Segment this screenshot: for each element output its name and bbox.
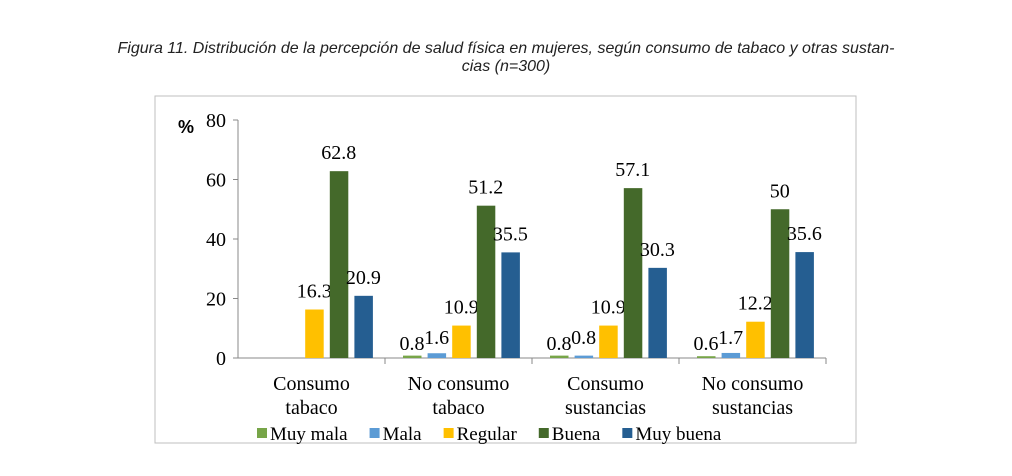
legend-swatch <box>369 428 380 438</box>
data-label: 0.8 <box>571 327 596 349</box>
data-label: 10.9 <box>444 297 479 319</box>
legend-swatch <box>538 428 549 438</box>
x-tick-label: tabaco <box>285 397 337 419</box>
x-tick-label: No consumo <box>702 373 804 395</box>
data-label: 1.6 <box>424 327 449 349</box>
data-label: 51.2 <box>468 177 503 199</box>
data-label: 20.9 <box>346 267 381 289</box>
data-label: 16.3 <box>297 281 332 303</box>
y-tick-label: 0 <box>216 348 226 370</box>
bar-regular <box>746 321 765 358</box>
data-label: 62.8 <box>321 142 356 164</box>
legend-label: Regular <box>457 424 518 445</box>
bar-buena <box>770 209 790 358</box>
bar-muy-mala <box>403 355 422 358</box>
y-tick-label: 80 <box>206 110 226 132</box>
legend-swatch <box>257 428 267 438</box>
data-label: 1.7 <box>718 327 743 349</box>
legend-swatch <box>443 428 454 438</box>
x-tick-label: Consumo <box>273 373 350 395</box>
data-label: 50 <box>770 180 790 202</box>
bar-muy-buena <box>354 295 373 358</box>
y-tick-label: 20 <box>206 289 226 311</box>
bar-mala <box>574 355 594 358</box>
x-tick-label: Consumo <box>567 373 644 395</box>
data-label: 10.9 <box>591 297 626 319</box>
x-tick-label: No consumo <box>408 373 510 395</box>
y-tick-label: 40 <box>206 229 226 251</box>
data-label: 30.3 <box>640 239 675 261</box>
x-tick-label: tabaco <box>432 397 484 419</box>
data-label: 57.1 <box>615 159 650 181</box>
bar-regular <box>452 325 471 358</box>
data-label: 35.5 <box>493 223 528 245</box>
legend-label: Muy mala <box>270 424 348 445</box>
legend-label: Mala <box>383 424 423 445</box>
bar-muy-buena <box>501 252 520 358</box>
bar-buena <box>476 205 496 358</box>
bar-regular <box>305 309 324 358</box>
legend-swatch <box>622 428 633 438</box>
bar-muy-mala <box>550 355 569 358</box>
chart-frame <box>154 95 857 444</box>
bar-muy-mala <box>697 356 716 358</box>
data-label: 12.2 <box>738 293 773 315</box>
bar-mala <box>721 352 741 358</box>
legend-label: Buena <box>552 424 601 445</box>
data-label: 35.6 <box>787 223 822 245</box>
bar-muy-buena <box>795 252 814 358</box>
data-label: 0.8 <box>547 333 572 355</box>
legend-label: Muy buena <box>635 424 722 445</box>
chart-title: Figura 11. Distribución de la percepción… <box>117 40 895 75</box>
x-tick-label: sustancias <box>565 397 646 419</box>
bar-mala <box>427 353 447 358</box>
y-tick-label: 60 <box>206 170 226 192</box>
data-label: 0.6 <box>694 333 719 355</box>
bar-buena <box>329 171 349 358</box>
data-label: 0.8 <box>400 333 425 355</box>
bar-regular <box>599 325 618 358</box>
bar-buena <box>623 188 643 358</box>
y-axis-label: % <box>178 117 194 137</box>
x-tick-label: sustancias <box>712 397 793 419</box>
bar-muy-buena <box>648 267 667 358</box>
